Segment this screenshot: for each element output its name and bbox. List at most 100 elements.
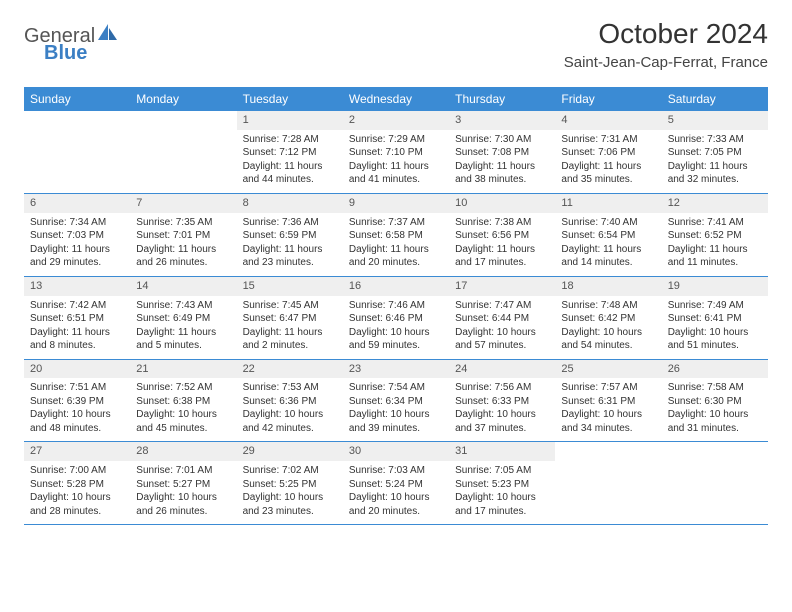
- calendar-cell: 18 Sunrise: 7:48 AMSunset: 6:42 PMDayligh…: [555, 277, 661, 359]
- calendar-cell: 16Sunrise: 7:46 AMSunset: 6:46 PMDayligh…: [343, 277, 449, 359]
- day-number: 18: [555, 277, 661, 296]
- daylight-text: Daylight: 11 hours and 2 minutes.: [243, 326, 337, 353]
- cell-content: Sunrise: 7:36 AMSunset: 6:59 PMDaylight:…: [237, 213, 343, 276]
- cell-content: Sunrise: 7:37 AMSunset: 6:58 PMDaylight:…: [343, 213, 449, 276]
- sunset-text: Sunset: 6:59 PM: [243, 229, 337, 243]
- sunset-text: Sunset: 6:39 PM: [30, 395, 124, 409]
- daylight-text: Daylight: 10 hours and 54 minutes.: [561, 326, 655, 353]
- sunrise-text: Sunrise: 7:53 AM: [243, 381, 337, 395]
- logo-sail-icon: [97, 24, 119, 48]
- day-number: 20: [24, 360, 130, 379]
- day-number: 5: [662, 111, 768, 130]
- weekday-header: Thursday: [449, 87, 555, 111]
- sunset-text: Sunset: 6:30 PM: [668, 395, 762, 409]
- sunrise-text: Sunrise: 7:56 AM: [455, 381, 549, 395]
- sunrise-text: Sunrise: 7:02 AM: [243, 464, 337, 478]
- daylight-text: Daylight: 10 hours and 28 minutes.: [30, 491, 124, 518]
- sunrise-text: Sunrise: 7:30 AM: [455, 133, 549, 147]
- calendar-cell: 28Sunrise: 7:01 AMSunset: 5:27 PMDayligh…: [130, 442, 236, 524]
- day-number: 22: [237, 360, 343, 379]
- calendar-cell: 11Sunrise: 7:40 AMSunset: 6:54 PMDayligh…: [555, 194, 661, 276]
- cell-content: Sunrise: 7:52 AMSunset: 6:38 PMDaylight:…: [130, 378, 236, 441]
- sunrise-text: Sunrise: 7:36 AM: [243, 216, 337, 230]
- weeks-container: ..1Sunrise: 7:28 AMSunset: 7:12 PMDaylig…: [24, 111, 768, 525]
- calendar-cell: 6Sunrise: 7:34 AMSunset: 7:03 PMDaylight…: [24, 194, 130, 276]
- calendar-cell: 22Sunrise: 7:53 AMSunset: 6:36 PMDayligh…: [237, 360, 343, 442]
- sunset-text: Sunset: 7:10 PM: [349, 146, 443, 160]
- weekday-header: Wednesday: [343, 87, 449, 111]
- daylight-text: Daylight: 11 hours and 41 minutes.: [349, 160, 443, 187]
- sunrise-text: Sunrise: 7:42 AM: [30, 299, 124, 313]
- day-number: 19: [662, 277, 768, 296]
- day-number: 17: [449, 277, 555, 296]
- daylight-text: Daylight: 10 hours and 31 minutes.: [668, 408, 762, 435]
- calendar-cell-empty: .: [24, 111, 130, 193]
- cell-content: Sunrise: 7:29 AMSunset: 7:10 PMDaylight:…: [343, 130, 449, 193]
- sunset-text: Sunset: 6:42 PM: [561, 312, 655, 326]
- sunset-text: Sunset: 6:51 PM: [30, 312, 124, 326]
- sunset-text: Sunset: 6:56 PM: [455, 229, 549, 243]
- sunset-text: Sunset: 6:41 PM: [668, 312, 762, 326]
- weekday-header: Friday: [555, 87, 661, 111]
- calendar-cell: 31Sunrise: 7:05 AMSunset: 5:23 PMDayligh…: [449, 442, 555, 524]
- daylight-text: Daylight: 10 hours and 45 minutes.: [136, 408, 230, 435]
- day-number: 2: [343, 111, 449, 130]
- day-number: 31: [449, 442, 555, 461]
- daylight-text: Daylight: 11 hours and 29 minutes.: [30, 243, 124, 270]
- sunrise-text: Sunrise: 7:38 AM: [455, 216, 549, 230]
- sunrise-text: Sunrise: 7:40 AM: [561, 216, 655, 230]
- sunrise-text: Sunrise: 7:00 AM: [30, 464, 124, 478]
- day-number: 8: [237, 194, 343, 213]
- calendar-cell: 20Sunrise: 7:51 AMSunset: 6:39 PMDayligh…: [24, 360, 130, 442]
- day-number: 27: [24, 442, 130, 461]
- sunset-text: Sunset: 6:33 PM: [455, 395, 549, 409]
- sunset-text: Sunset: 6:52 PM: [668, 229, 762, 243]
- daylight-text: Daylight: 11 hours and 20 minutes.: [349, 243, 443, 270]
- sunset-text: Sunset: 5:27 PM: [136, 478, 230, 492]
- sunrise-text: Sunrise: 7:51 AM: [30, 381, 124, 395]
- day-number: 16: [343, 277, 449, 296]
- cell-content: Sunrise: 7:42 AMSunset: 6:51 PMDaylight:…: [24, 296, 130, 359]
- calendar-cell-empty: .: [662, 442, 768, 524]
- daylight-text: Daylight: 10 hours and 59 minutes.: [349, 326, 443, 353]
- cell-content: Sunrise: 7:01 AMSunset: 5:27 PMDaylight:…: [130, 461, 236, 524]
- sunrise-text: Sunrise: 7:31 AM: [561, 133, 655, 147]
- sunrise-text: Sunrise: 7:43 AM: [136, 299, 230, 313]
- cell-content: Sunrise: 7:56 AMSunset: 6:33 PMDaylight:…: [449, 378, 555, 441]
- sunset-text: Sunset: 7:01 PM: [136, 229, 230, 243]
- sunrise-text: Sunrise: 7:03 AM: [349, 464, 443, 478]
- sunset-text: Sunset: 7:05 PM: [668, 146, 762, 160]
- day-number: 4: [555, 111, 661, 130]
- calendar-cell: 23Sunrise: 7:54 AMSunset: 6:34 PMDayligh…: [343, 360, 449, 442]
- location-text: Saint-Jean-Cap-Ferrat, France: [564, 54, 768, 71]
- day-number: 24: [449, 360, 555, 379]
- sunrise-text: Sunrise: 7:57 AM: [561, 381, 655, 395]
- day-number: 25: [555, 360, 661, 379]
- day-number: 29: [237, 442, 343, 461]
- sunrise-text: Sunrise: 7:28 AM: [243, 133, 337, 147]
- calendar-cell: 8Sunrise: 7:36 AMSunset: 6:59 PMDaylight…: [237, 194, 343, 276]
- cell-content: Sunrise: 7:41 AMSunset: 6:52 PMDaylight:…: [662, 213, 768, 276]
- sunset-text: Sunset: 5:24 PM: [349, 478, 443, 492]
- daylight-text: Daylight: 10 hours and 34 minutes.: [561, 408, 655, 435]
- sunrise-text: Sunrise: 7:48 AM: [561, 299, 655, 313]
- cell-content: Sunrise: 7:31 AMSunset: 7:06 PMDaylight:…: [555, 130, 661, 193]
- cell-content: Sunrise: 7:30 AMSunset: 7:08 PMDaylight:…: [449, 130, 555, 193]
- cell-content: Sunrise: 7:58 AMSunset: 6:30 PMDaylight:…: [662, 378, 768, 441]
- calendar-cell: 26Sunrise: 7:58 AMSunset: 6:30 PMDayligh…: [662, 360, 768, 442]
- daylight-text: Daylight: 11 hours and 38 minutes.: [455, 160, 549, 187]
- cell-content: Sunrise: 7:51 AMSunset: 6:39 PMDaylight:…: [24, 378, 130, 441]
- calendar-cell: 9Sunrise: 7:37 AMSunset: 6:58 PMDaylight…: [343, 194, 449, 276]
- cell-content: Sunrise: 7:53 AMSunset: 6:36 PMDaylight:…: [237, 378, 343, 441]
- calendar-cell: 5Sunrise: 7:33 AMSunset: 7:05 PMDaylight…: [662, 111, 768, 193]
- day-number: 3: [449, 111, 555, 130]
- cell-content: Sunrise: 7:03 AMSunset: 5:24 PMDaylight:…: [343, 461, 449, 524]
- daylight-text: Daylight: 11 hours and 5 minutes.: [136, 326, 230, 353]
- daylight-text: Daylight: 10 hours and 57 minutes.: [455, 326, 549, 353]
- cell-content: Sunrise: 7:33 AMSunset: 7:05 PMDaylight:…: [662, 130, 768, 193]
- cell-content: Sunrise: 7:28 AMSunset: 7:12 PMDaylight:…: [237, 130, 343, 193]
- calendar-cell: 3Sunrise: 7:30 AMSunset: 7:08 PMDaylight…: [449, 111, 555, 193]
- day-number: 6: [24, 194, 130, 213]
- daylight-text: Daylight: 10 hours and 37 minutes.: [455, 408, 549, 435]
- sunset-text: Sunset: 7:03 PM: [30, 229, 124, 243]
